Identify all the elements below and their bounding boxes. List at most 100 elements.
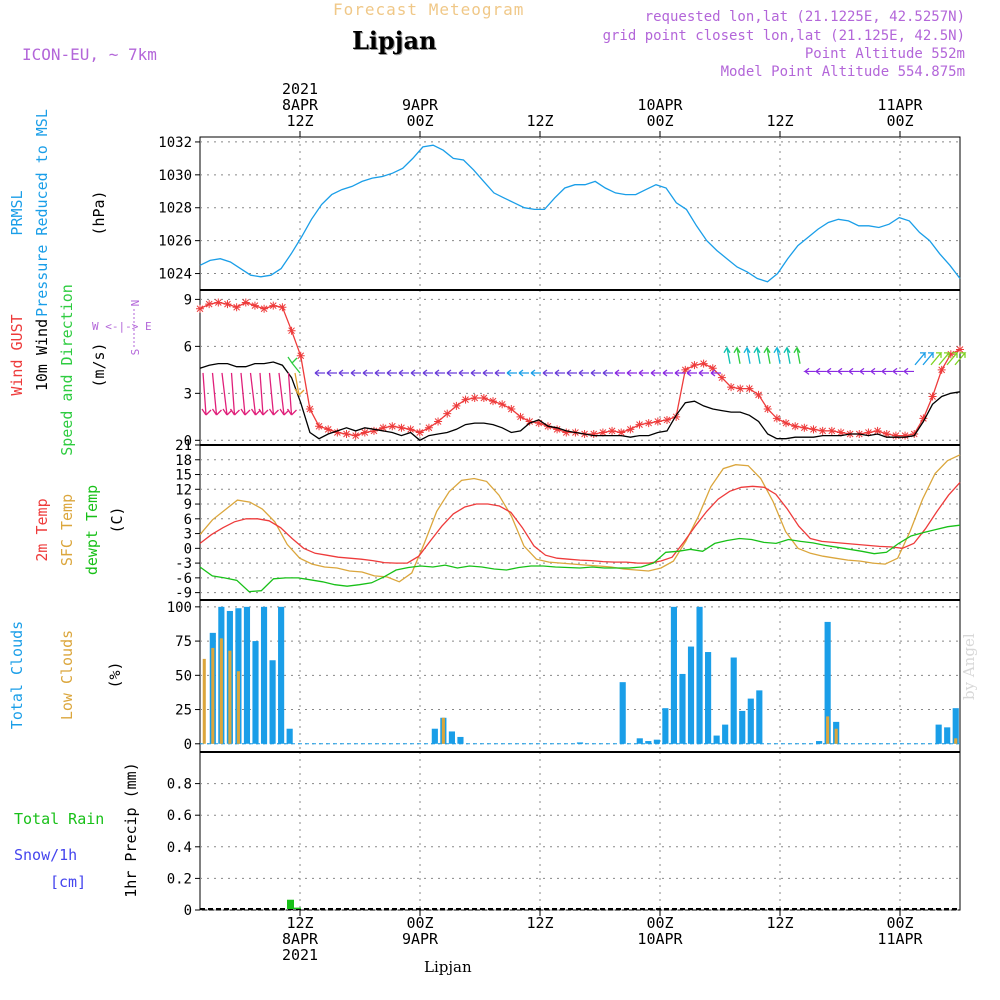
wind-direction-arrow	[773, 345, 781, 364]
gust-line-marker	[525, 417, 534, 426]
total-cloud-bar	[756, 690, 763, 744]
gust-line-marker	[946, 350, 955, 359]
wind-direction-arrow	[494, 369, 505, 377]
gust-line-marker	[415, 428, 424, 437]
y-tick-label: 1032	[158, 135, 192, 151]
gust-line-marker	[562, 428, 571, 437]
y-tick-label: 0	[184, 433, 192, 449]
gust-line-marker	[626, 425, 635, 434]
top-time-label: 9APR	[402, 96, 439, 114]
total-cloud-bar	[260, 606, 268, 744]
bottom-time-label: 9APR	[402, 930, 439, 948]
wind-direction-arrow	[530, 369, 541, 377]
y-tick-label: 0	[184, 903, 192, 919]
wind-direction-arrow	[698, 369, 709, 377]
wind-direction-arrow	[880, 367, 892, 375]
top-time-label: 00Z	[886, 112, 913, 130]
gust-line-marker	[800, 423, 809, 432]
total-clouds-label: Total Clouds	[8, 621, 26, 729]
wind-direction-arrow	[286, 372, 297, 416]
bottom-time-label: 2021	[282, 946, 318, 964]
total-cloud-bar	[269, 660, 276, 744]
chart-title: Forecast Meteogram	[333, 0, 525, 19]
wind-direction-arrow	[201, 372, 212, 416]
rain-bar	[294, 907, 301, 909]
requested-coords: requested lon,lat (21.1225E, 42.5257N)	[644, 9, 965, 25]
top-time-label: 2021	[282, 80, 318, 98]
t2m-line	[199, 481, 961, 564]
wind-line	[199, 361, 961, 442]
y-tick-label: -3	[175, 556, 192, 572]
location-title: Lipjan	[352, 26, 437, 55]
gust-line-marker	[324, 425, 333, 434]
gust-line-marker	[296, 351, 305, 360]
wind-direction-arrow	[710, 369, 721, 377]
gust-line-marker	[681, 365, 690, 374]
gust-line-marker	[873, 426, 882, 435]
wind-direction-arrow	[793, 345, 801, 364]
wind-direction-arrow	[946, 352, 959, 366]
sfc-temp-line	[199, 454, 961, 583]
dewpoint-line	[199, 524, 961, 593]
gust-line-marker	[269, 301, 278, 310]
gust-line-marker	[406, 425, 415, 434]
gust-line-marker	[360, 428, 369, 437]
total-cloud-bar	[457, 736, 464, 744]
total-cloud-bar	[662, 708, 669, 744]
y-tick-label: 3	[184, 386, 192, 402]
gust-line-marker	[214, 298, 223, 307]
total-cloud-bar	[952, 708, 959, 744]
low-cloud-bar	[441, 717, 445, 744]
gust-line-marker	[498, 400, 507, 409]
wind-direction-arrow	[922, 352, 935, 366]
legend-snow: Snow/1h	[14, 846, 77, 864]
wind-direction-arrow	[763, 345, 771, 364]
wind-direction-arrow	[506, 369, 517, 377]
gust-line-marker	[818, 426, 827, 435]
total-cloud-bar	[252, 641, 259, 744]
total-cloud-bar	[243, 606, 251, 744]
gust-line-marker	[287, 326, 296, 335]
wind-direction-arrow	[458, 369, 469, 377]
low-cloud-bar	[211, 647, 215, 744]
footer-location: Lipjan	[424, 958, 472, 976]
wind-direction-arrow	[638, 369, 649, 377]
panel-frame-3	[199, 599, 961, 753]
bottom-time-label: 8APR	[282, 930, 319, 948]
wind-direction-arrow	[566, 369, 577, 377]
gust-line-marker	[928, 392, 937, 401]
gust-line-marker	[534, 419, 543, 428]
wind-direction-arrow	[723, 345, 731, 364]
precip-unit-label: 1hr Precip (mm)	[122, 762, 140, 897]
gust-line-marker	[772, 414, 781, 423]
wind-direction-arrow	[753, 345, 761, 364]
temp-dewpoint-label: dewpt Temp	[83, 485, 101, 575]
y-tick-label: 25	[175, 703, 192, 719]
rain-bar	[287, 899, 294, 909]
wind-direction-arrow	[590, 369, 601, 377]
model-label: ICON-EU, ~ 7km	[22, 45, 157, 64]
wind-direction-arrow	[554, 369, 565, 377]
wind-direction-arrow	[650, 369, 661, 377]
gust-line-marker	[369, 426, 378, 435]
wind-direction-arrow	[674, 369, 685, 377]
wind-direction-arrow	[338, 369, 349, 377]
wind-direction-arrow	[446, 369, 457, 377]
wind-direction-arrow	[287, 356, 301, 374]
wind-direction-arrow	[386, 369, 397, 377]
gust-line-marker	[260, 304, 269, 313]
gust-line-marker	[479, 394, 488, 403]
bottom-time-label: 12Z	[526, 914, 553, 932]
wind-direction-arrow	[542, 369, 553, 377]
total-cloud-bar	[687, 646, 695, 744]
temp-2m-label: 2m Temp	[33, 498, 51, 561]
gust-line-marker	[644, 419, 653, 428]
wind-direction-arrow	[249, 372, 261, 416]
y-tick-label: 100	[167, 600, 192, 616]
wind-direction-arrow	[743, 345, 751, 364]
gust-line-marker	[553, 425, 562, 434]
gust-line-marker	[278, 303, 287, 312]
wind-direction-arrow	[229, 372, 240, 416]
top-time-label: 11APR	[877, 96, 923, 114]
